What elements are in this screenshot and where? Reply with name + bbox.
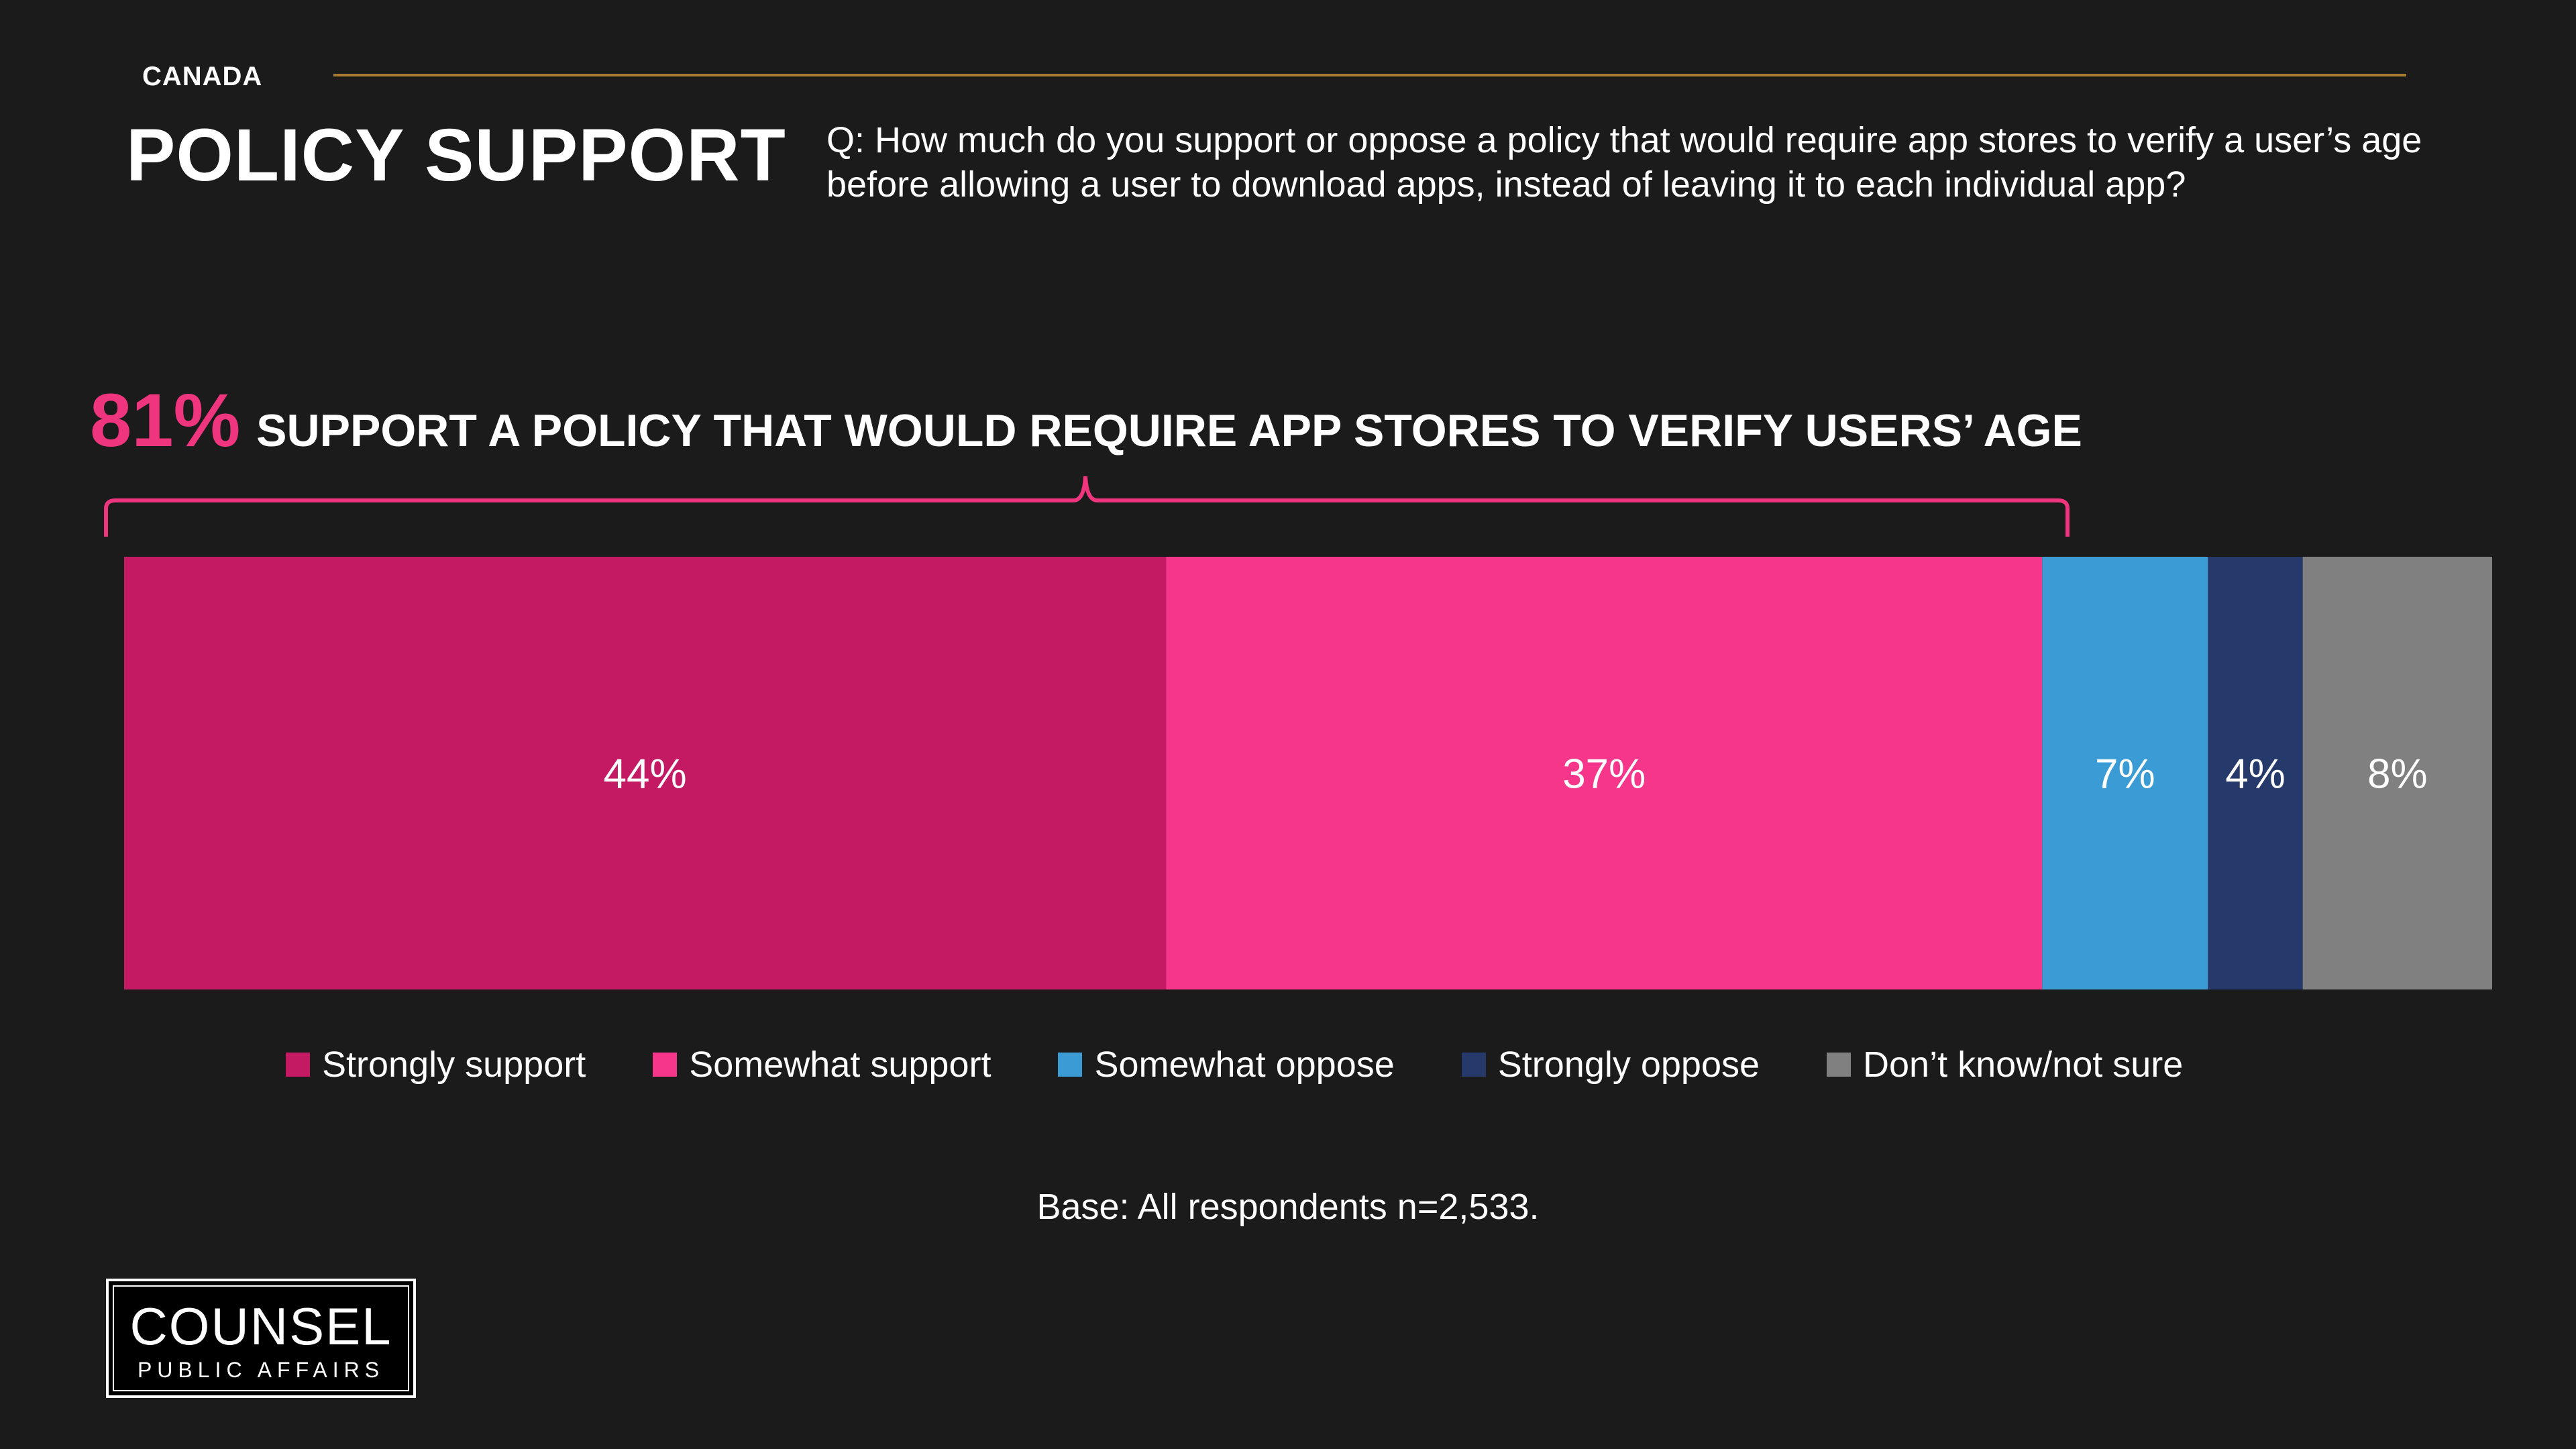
bar-label-3: 4% (2225, 751, 2286, 798)
legend-label-4: Don’t know/not sure (1863, 1044, 2184, 1085)
page-title: POLICY SUPPORT (126, 114, 786, 197)
bar-label-0: 44% (604, 751, 687, 798)
stacked-bar-chart: 44% 37% 7% 4% 8% (124, 557, 2492, 989)
legend-item-4: Don’t know/not sure (1827, 1044, 2183, 1085)
legend-item-1: Somewhat support (653, 1044, 991, 1085)
legend-swatch-4 (1827, 1053, 1851, 1077)
bar-segment-0 (124, 557, 1167, 989)
legend-swatch-3 (1461, 1053, 1486, 1077)
bar-segment-1 (1166, 557, 2043, 989)
headline: 81% SUPPORT A POLICY THAT WOULD REQUIRE A… (90, 377, 2082, 464)
legend-label-3: Strongly oppose (1497, 1044, 1760, 1085)
logo-tagline: PUBLIC AFFAIRS (137, 1358, 385, 1382)
headline-text: SUPPORT A POLICY THAT WOULD REQUIRE APP … (256, 405, 2082, 456)
bar-segment-3 (2208, 557, 2303, 989)
bar-label-2: 7% (2095, 751, 2155, 798)
logo-frame (113, 1285, 409, 1391)
headline-percent: 81% (90, 378, 241, 462)
header-divider (333, 74, 2406, 76)
legend-swatch-1 (653, 1053, 678, 1077)
country-label: CANADA (142, 62, 263, 91)
legend-swatch-2 (1058, 1053, 1083, 1077)
legend-item-3: Strongly oppose (1461, 1044, 1760, 1085)
legend-label-2: Somewhat oppose (1094, 1044, 1395, 1085)
bar-label-1: 37% (1562, 751, 1646, 798)
support-bracket (104, 476, 2070, 537)
legend-item-0: Strongly support (286, 1044, 586, 1085)
chart-legend: Strongly support Somewhat support Somewhat… (286, 1044, 2183, 1085)
survey-question: Q: How much do you support or oppose a p… (826, 120, 2422, 205)
legend-label-0: Strongly support (322, 1044, 586, 1085)
counsel-logo: COUNSEL PUBLIC AFFAIRS (106, 1279, 416, 1398)
base-note: Base: All respondents n=2,533. (1036, 1187, 1540, 1227)
bar-label-4: 8% (2367, 751, 2428, 798)
bar-segment-4 (2302, 557, 2492, 989)
legend-label-1: Somewhat support (689, 1044, 991, 1085)
legend-swatch-0 (286, 1053, 310, 1077)
bar-segment-2 (2042, 557, 2208, 989)
logo-wordmark: COUNSEL (129, 1297, 392, 1356)
legend-item-2: Somewhat oppose (1058, 1044, 1395, 1085)
